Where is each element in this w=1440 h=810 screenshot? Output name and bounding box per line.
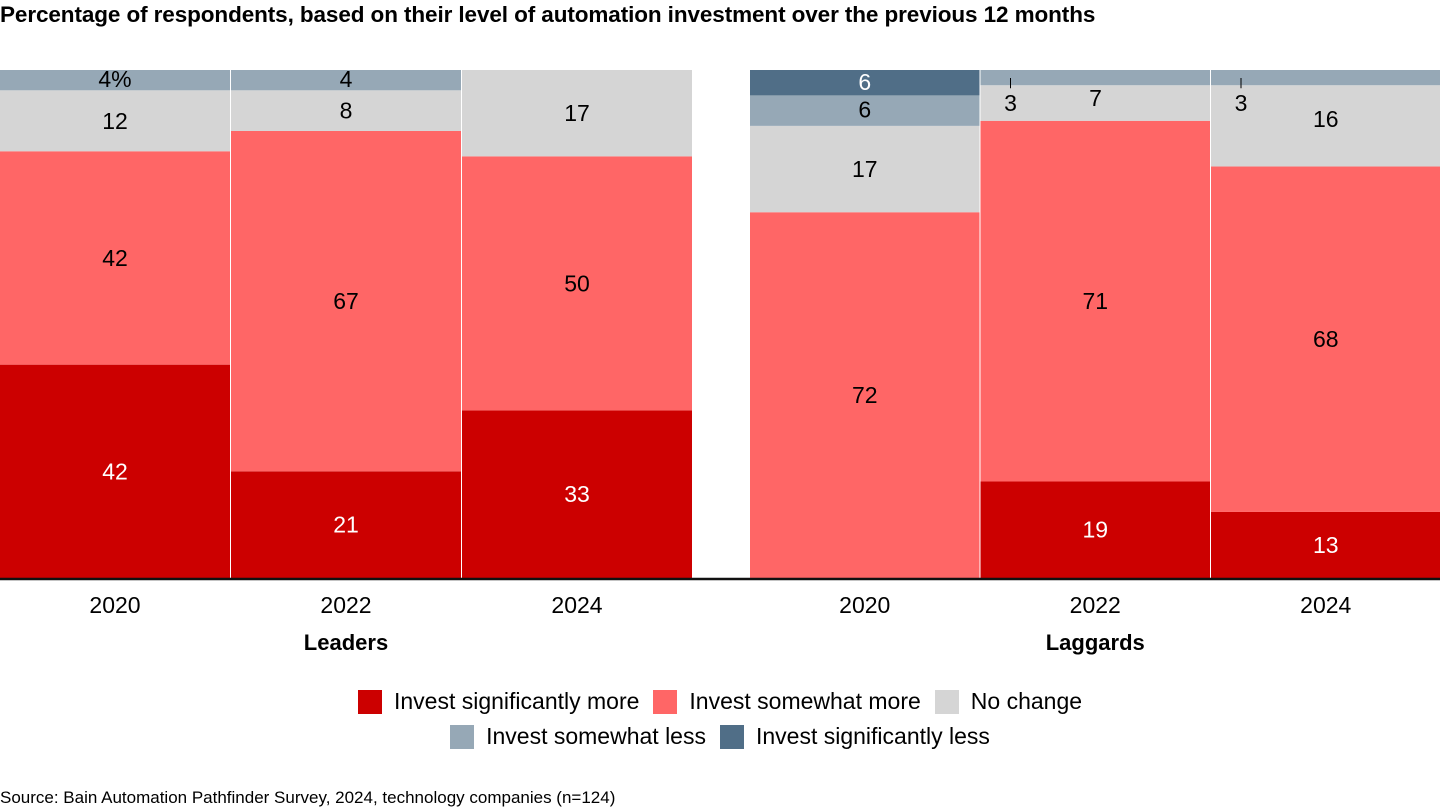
x-tick-leaders-2022: 2022 xyxy=(320,592,371,618)
legend-label-invest-significantly-less: Invest significantly less xyxy=(755,723,990,749)
source-note: Source: Bain Automation Pathfinder Surve… xyxy=(0,788,616,807)
legend-swatch-invest-significantly-more xyxy=(357,689,382,714)
data-label-leaders-2020-invest-somewhat-more: 42 xyxy=(102,245,128,271)
data-label-leaders-2024-invest-significantly-more: 33 xyxy=(564,481,590,507)
data-label-laggards-2024-invest-somewhat-less: 3 xyxy=(1235,90,1248,116)
legend-label-no-change: No change xyxy=(970,688,1083,714)
legend-item-invest-significantly-less: Invest significantly less xyxy=(719,723,990,750)
bar-laggards-2020-no-change xyxy=(750,125,980,213)
data-label-laggards-2020-invest-somewhat-more: 72 xyxy=(852,382,878,408)
legend-swatch-invest-somewhat-less xyxy=(450,724,475,749)
bar-laggards-2020-invest-significantly-less xyxy=(750,70,980,96)
group-label-leaders: Leaders xyxy=(304,630,388,655)
legend-swatch-no-change xyxy=(934,689,959,714)
legend-swatch-invest-significantly-less xyxy=(719,724,744,749)
chart-title: Percentage of respondents, based on thei… xyxy=(0,2,1096,27)
bar-leaders-2020-invest-significantly-more xyxy=(0,364,230,578)
bar-laggards-2022-invest-significantly-more xyxy=(980,481,1210,578)
stacked-bar-chart: 4242124%202021678420223350172024Leaders7… xyxy=(0,66,1440,655)
x-tick-leaders-2024: 2024 xyxy=(551,592,602,618)
legend-item-invest-somewhat-less: Invest somewhat less xyxy=(450,723,706,750)
x-tick-laggards-2022: 2022 xyxy=(1070,592,1121,618)
legend-label-invest-somewhat-less: Invest somewhat less xyxy=(486,723,706,749)
data-label-leaders-2020-invest-somewhat-less: 4% xyxy=(98,66,131,92)
bar-leaders-2024-invest-somewhat-more xyxy=(462,156,692,411)
bar-leaders-2024-no-change xyxy=(462,70,692,157)
bar-laggards-2022-invest-somewhat-less xyxy=(980,70,1210,86)
bar-leaders-2022-invest-somewhat-more xyxy=(231,130,461,472)
legend-item-invest-somewhat-more: Invest somewhat more xyxy=(653,688,921,715)
data-label-leaders-2022-invest-somewhat-less: 4 xyxy=(340,66,353,92)
bar-leaders-2020-invest-somewhat-less xyxy=(0,70,230,91)
data-label-laggards-2020-invest-somewhat-less: 6 xyxy=(858,96,871,122)
data-label-leaders-2022-invest-somewhat-more: 67 xyxy=(333,288,359,314)
x-tick-laggards-2024: 2024 xyxy=(1300,592,1351,618)
data-label-laggards-2022-invest-significantly-more: 19 xyxy=(1082,517,1108,543)
x-tick-laggards-2020: 2020 xyxy=(839,592,890,618)
bar-laggards-2022-no-change xyxy=(980,85,1210,121)
group-label-laggards: Laggards xyxy=(1046,630,1145,655)
legend-label-invest-significantly-more: Invest significantly more xyxy=(393,688,640,714)
bar-leaders-2020-invest-somewhat-more xyxy=(0,151,230,365)
bar-leaders-2024-invest-significantly-more xyxy=(462,410,692,578)
data-label-leaders-2022-no-change: 8 xyxy=(340,97,353,123)
legend-item-no-change: No change xyxy=(934,688,1083,715)
data-label-leaders-2022-invest-significantly-more: 21 xyxy=(333,512,359,538)
legend-item-invest-significantly-more: Invest significantly more xyxy=(357,688,640,715)
data-label-leaders-2020-invest-significantly-more: 42 xyxy=(102,458,128,484)
data-label-leaders-2020-no-change: 12 xyxy=(102,108,128,134)
data-label-laggards-2022-invest-somewhat-less: 3 xyxy=(1004,90,1017,116)
bar-leaders-2022-invest-significantly-more xyxy=(231,471,461,578)
data-label-laggards-2024-invest-significantly-more: 13 xyxy=(1313,532,1339,558)
data-label-leaders-2024-invest-somewhat-more: 50 xyxy=(564,270,590,296)
bar-laggards-2024-invest-significantly-more xyxy=(1211,511,1440,578)
bar-laggards-2024-invest-somewhat-less xyxy=(1211,70,1440,86)
data-label-laggards-2024-no-change: 16 xyxy=(1313,106,1339,132)
bar-leaders-2022-invest-somewhat-less xyxy=(231,70,461,91)
data-label-laggards-2022-invest-somewhat-more: 71 xyxy=(1082,288,1108,314)
bar-leaders-2022-no-change xyxy=(231,90,461,131)
bar-laggards-2024-no-change xyxy=(1211,85,1440,167)
legend-swatch-invest-somewhat-more xyxy=(653,689,678,714)
bar-laggards-2020-invest-somewhat-less xyxy=(750,95,980,126)
legend-row-1: Invest significantly more Invest somewhat… xyxy=(0,688,1440,715)
legend-row-2: Invest somewhat less Invest significantly… xyxy=(0,723,1440,750)
bar-laggards-2022-invest-somewhat-more xyxy=(980,120,1210,482)
bar-leaders-2020-no-change xyxy=(0,90,230,152)
x-tick-leaders-2020: 2020 xyxy=(89,592,140,618)
legend-label-invest-somewhat-more: Invest somewhat more xyxy=(689,688,921,714)
bar-laggards-2020-invest-somewhat-more xyxy=(750,212,980,579)
data-label-laggards-2020-invest-significantly-less: 6 xyxy=(858,69,871,95)
bar-laggards-2024-invest-somewhat-more xyxy=(1211,166,1440,512)
data-label-laggards-2024-invest-somewhat-more: 68 xyxy=(1313,326,1339,352)
data-label-laggards-2022-no-change: 7 xyxy=(1089,85,1102,111)
data-label-leaders-2024-no-change: 17 xyxy=(564,100,590,126)
data-label-laggards-2020-no-change: 17 xyxy=(852,156,878,182)
